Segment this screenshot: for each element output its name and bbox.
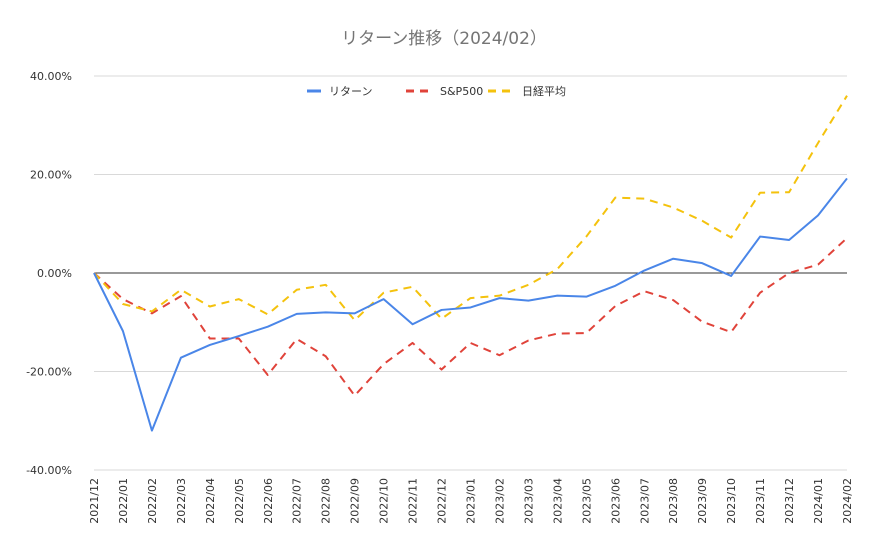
legend-label: 日経平均 xyxy=(522,85,566,98)
x-tick-label: 2022/12 xyxy=(436,478,449,524)
grid-layer xyxy=(94,75,847,471)
x-tick-label: 2023/02 xyxy=(493,478,506,524)
x-tick-label: 2022/01 xyxy=(117,478,130,524)
series-layer xyxy=(93,95,848,432)
x-tick-label: 2022/10 xyxy=(378,478,391,524)
y-axis-tick-labels: 40.00% 20.00% 0.00% -20.00% -40.00% xyxy=(26,70,72,477)
x-tick-label: 2022/05 xyxy=(233,478,246,524)
y-tick-label: -20.00% xyxy=(26,366,72,379)
legend-label: S&P500 xyxy=(440,85,483,98)
x-tick-label: 2023/05 xyxy=(580,478,593,524)
x-tick-label: 2021/12 xyxy=(88,478,101,524)
x-tick-label: 2024/02 xyxy=(841,478,854,524)
x-tick-label: 2023/10 xyxy=(725,478,738,524)
x-tick-label: 2022/02 xyxy=(146,478,159,524)
x-tick-label: 2023/08 xyxy=(667,478,680,524)
x-tick-label: 2023/09 xyxy=(696,478,709,524)
series-line xyxy=(93,95,848,322)
x-tick-label: 2022/11 xyxy=(407,478,420,524)
series-line xyxy=(93,177,848,432)
x-tick-label: 2023/07 xyxy=(638,478,651,524)
series-line xyxy=(93,237,848,397)
y-tick-label: 20.00% xyxy=(30,169,72,182)
x-tick-label: 2023/01 xyxy=(465,478,478,524)
x-tick-label: 2022/08 xyxy=(320,478,333,524)
y-tick-label: -40.00% xyxy=(26,464,72,477)
x-tick-label: 2023/11 xyxy=(754,478,767,524)
chart-title: リターン推移（2024/02） xyxy=(341,29,547,49)
x-tick-label: 2023/12 xyxy=(783,478,796,524)
legend-label: リターン xyxy=(329,85,372,98)
x-tick-label: 2022/07 xyxy=(291,478,304,524)
x-tick-label: 2024/01 xyxy=(812,478,825,524)
y-tick-label: 40.00% xyxy=(30,70,72,83)
x-tick-label: 2022/03 xyxy=(175,478,188,524)
x-tick-label: 2022/04 xyxy=(204,478,217,524)
legend: リターン S&P500 日経平均 xyxy=(307,85,566,98)
legend-item: リターン xyxy=(307,85,372,98)
y-tick-label: 0.00% xyxy=(37,267,72,280)
legend-item: S&P500 xyxy=(406,85,483,98)
x-tick-label: 2022/09 xyxy=(349,478,362,524)
x-tick-label: 2023/04 xyxy=(551,478,564,524)
x-tick-label: 2023/06 xyxy=(609,478,622,524)
legend-item: 日経平均 xyxy=(488,85,566,98)
x-tick-label: 2022/06 xyxy=(262,478,275,524)
x-tick-label: 2023/03 xyxy=(522,478,535,524)
x-axis-tick-labels: 2021/12 2022/01 2022/02 2022/03 2022/04 2022/… xyxy=(88,478,854,524)
